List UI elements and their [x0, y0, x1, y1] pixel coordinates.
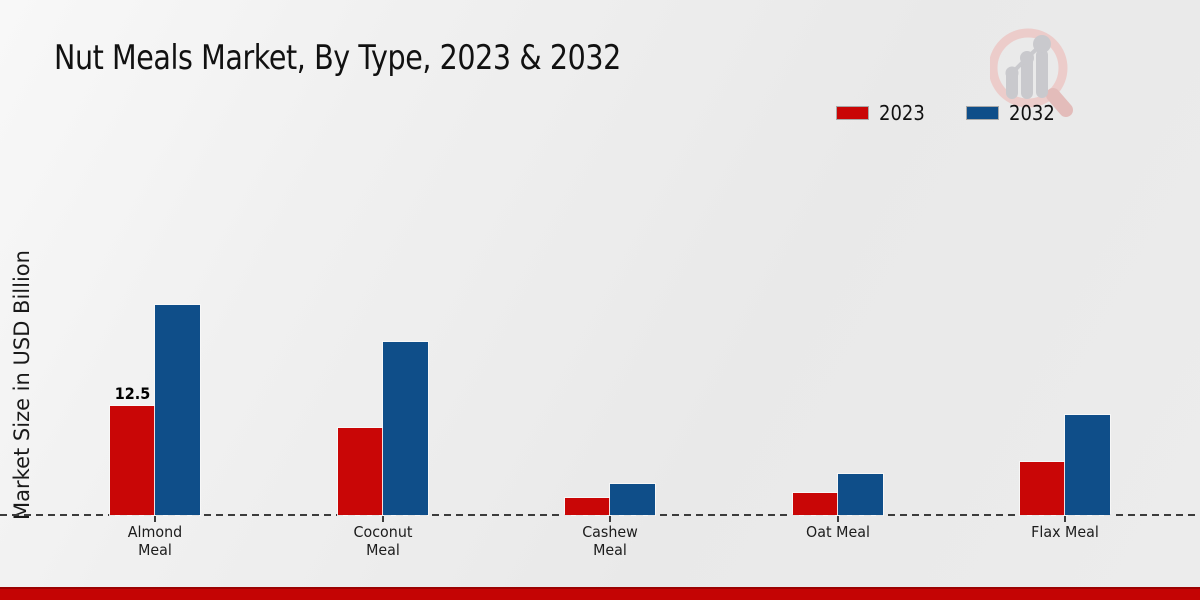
bar-2032-oat-meal: [836, 473, 884, 516]
bar-2023-oat-meal: [791, 492, 839, 516]
legend-swatch-2032: [965, 106, 999, 120]
category-label-flax-meal: Flax Meal: [1031, 523, 1099, 541]
bar-2023-cashew-meal: [564, 497, 611, 516]
bar-2032-cashew-meal: [609, 482, 656, 517]
x-axis-tick-almond-meal: [154, 516, 156, 522]
magnifier-bar-chart-logo-icon: [990, 28, 1073, 117]
bar-2023-coconut-meal: [336, 427, 384, 516]
bar-2032-almond-meal: [154, 304, 201, 516]
x-axis-tick-oat-meal: [836, 516, 839, 522]
chart-title: Nut Meals Market, By Type, 2023 & 2032: [54, 38, 621, 78]
x-axis-tick-flax-meal: [1064, 516, 1066, 522]
bar-2032-flax-meal: [1064, 413, 1111, 517]
bar-2023-almond-meal: [109, 405, 156, 516]
x-axis-dashed-baseline: [0, 514, 1200, 516]
legend-label-2032: 2032: [1008, 101, 1055, 125]
legend-swatch-2023: [836, 106, 869, 120]
legend: 2023 2032: [836, 101, 1060, 125]
legend-item-2023: 2023: [836, 101, 930, 125]
category-label-oat-meal: Oat Meal: [805, 523, 870, 541]
bar-2032-coconut-meal: [381, 340, 429, 517]
x-axis-tick-coconut-meal: [381, 516, 384, 522]
category-label-coconut-meal: Coconut Meal: [353, 523, 412, 559]
legend-label-2023: 2023: [879, 101, 925, 125]
x-axis-tick-cashew-meal: [609, 516, 611, 522]
legend-item-2032: 2032: [965, 101, 1060, 125]
category-label-cashew-meal: Cashew Meal: [582, 523, 638, 559]
data-label-2023-almond-meal: 12.5: [114, 384, 151, 404]
footer-red-bar: [0, 587, 1200, 600]
category-label-almond-meal: Almond Meal: [127, 523, 183, 559]
bar-2023-flax-meal: [1019, 460, 1066, 517]
